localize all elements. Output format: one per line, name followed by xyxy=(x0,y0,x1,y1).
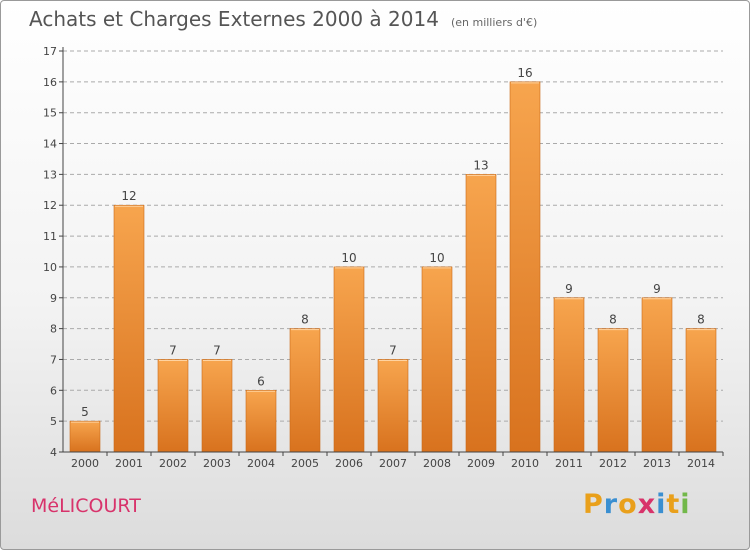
y-tick-label: 13 xyxy=(43,168,57,181)
proxiti-logo: Proxiti xyxy=(583,489,691,520)
y-tick-label: 9 xyxy=(50,292,57,305)
data-label: 7 xyxy=(169,343,177,357)
data-label: 5 xyxy=(81,405,89,419)
x-tick-label: 2003 xyxy=(203,457,231,470)
bar xyxy=(333,266,365,453)
x-tick-label: 2007 xyxy=(379,457,407,470)
data-label: 6 xyxy=(257,374,265,388)
y-tick-label: 12 xyxy=(43,199,57,212)
x-tick-label: 2011 xyxy=(555,457,583,470)
logo-letter: t xyxy=(666,489,681,520)
bar xyxy=(421,266,453,453)
data-label: 8 xyxy=(609,313,617,327)
bars xyxy=(69,81,717,453)
bar xyxy=(509,81,541,453)
x-tick-label: 2005 xyxy=(291,457,319,470)
axes: 4 5 6 7 8 9 10 11 12 13 14 15 16 17 2000 2001 2002 2003 20… xyxy=(43,45,724,470)
x-tick-label: 2001 xyxy=(115,457,143,470)
y-tick-label: 15 xyxy=(43,107,57,120)
data-label: 10 xyxy=(429,251,444,265)
x-tick-label: 2008 xyxy=(423,457,451,470)
y-tick-label: 7 xyxy=(50,353,57,366)
data-label: 8 xyxy=(301,313,309,327)
x-tick-label: 2009 xyxy=(467,457,495,470)
data-label: 9 xyxy=(565,282,573,296)
bar xyxy=(553,297,585,453)
data-label: 7 xyxy=(389,343,397,357)
data-label: 12 xyxy=(121,189,136,203)
data-label: 7 xyxy=(213,343,221,357)
bar xyxy=(597,328,629,453)
y-tick-label: 16 xyxy=(43,76,57,89)
bar xyxy=(69,420,101,453)
logo-letter: r xyxy=(603,489,619,520)
x-tick-label: 2010 xyxy=(511,457,539,470)
y-tick-label: 11 xyxy=(43,230,57,243)
logo-letter: P xyxy=(583,489,604,520)
y-tick-label: 8 xyxy=(50,323,57,336)
logo-letter: i xyxy=(656,489,667,520)
x-tick-label: 2013 xyxy=(643,457,671,470)
logo-letter: o xyxy=(618,489,638,520)
y-tick-label: 17 xyxy=(43,45,57,58)
y-tick-label: 5 xyxy=(50,415,57,428)
bar xyxy=(201,359,233,453)
logo-letter: i xyxy=(680,489,691,520)
data-label: 9 xyxy=(653,282,661,296)
bar xyxy=(685,328,717,453)
bar xyxy=(157,359,189,453)
town-name: MéLICOURT xyxy=(31,495,141,517)
data-label: 13 xyxy=(473,158,488,172)
logo-letter: x xyxy=(637,489,657,520)
bar xyxy=(641,297,673,453)
y-tick-label: 4 xyxy=(50,446,57,459)
bar xyxy=(289,328,321,453)
bar xyxy=(113,204,145,453)
y-tick-label: 10 xyxy=(43,261,57,274)
x-tick-label: 2014 xyxy=(687,457,715,470)
x-tick-label: 2002 xyxy=(159,457,187,470)
chart-title-text: Achats et Charges Externes 2000 à 2014 xyxy=(29,7,439,31)
data-label: 8 xyxy=(697,313,705,327)
x-tick-label: 2006 xyxy=(335,457,363,470)
y-tick-label: 14 xyxy=(43,138,57,151)
data-label: 10 xyxy=(341,251,356,265)
data-labels: 5 12 7 7 6 8 10 7 10 13 16 9 8 9 8 xyxy=(81,66,705,419)
y-tick-label: 6 xyxy=(50,384,57,397)
bar xyxy=(377,359,409,453)
x-tick-label: 2012 xyxy=(599,457,627,470)
chart-title: Achats et Charges Externes 2000 à 2014 (e… xyxy=(29,7,537,31)
bar xyxy=(245,390,277,453)
bar xyxy=(465,174,497,453)
data-label: 16 xyxy=(517,66,532,80)
chart-title-unit: (en milliers d'€) xyxy=(450,16,538,29)
x-tick-label: 2000 xyxy=(71,457,99,470)
x-tick-label: 2004 xyxy=(247,457,275,470)
